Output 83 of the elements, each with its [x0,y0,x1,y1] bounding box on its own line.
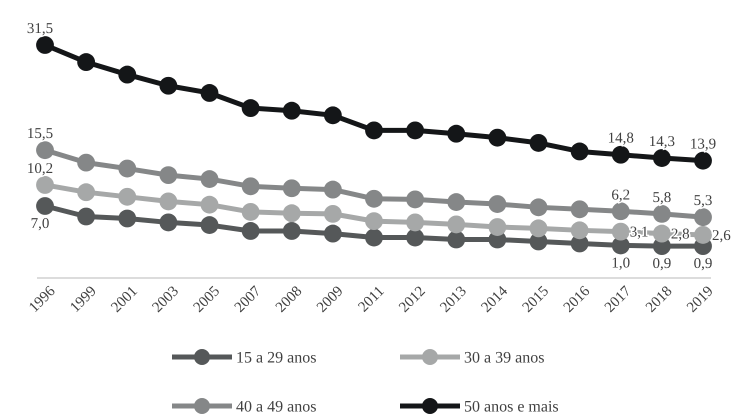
point [282,222,301,240]
data-label: 13,9 [690,136,716,153]
x-tick-label: 2001 [108,283,141,316]
point [570,221,589,240]
point [652,149,671,167]
point [488,218,506,236]
data-label: 15,5 [26,126,54,142]
point [200,170,218,188]
point [570,200,589,218]
point [118,188,136,206]
legend-label: 15 a 29 anos [236,350,316,367]
point [118,210,136,228]
point [200,216,218,234]
point [447,193,466,211]
point [324,204,342,223]
point [652,224,671,243]
data-label: 6,2 [611,187,630,204]
point [159,76,178,95]
point [406,190,424,208]
data-label: 31,5 [26,21,54,37]
point [652,204,671,223]
data-label: 5,8 [652,190,672,206]
data-label: 10,2 [26,160,54,177]
point [694,152,712,170]
point [324,106,342,124]
point [570,142,589,160]
point [200,84,218,102]
point [36,176,54,194]
point [447,215,466,234]
point [159,214,178,232]
point [406,122,424,140]
point [118,66,136,84]
point [530,198,548,216]
point [324,180,342,198]
x-tick-label: 2011 [356,283,388,316]
point [406,214,424,232]
point [530,134,548,152]
point [159,192,178,210]
point [365,228,383,246]
point [242,222,260,240]
point [36,141,54,160]
point [242,99,260,117]
point [447,124,466,143]
legend-label: 50 anos e mais [464,398,559,416]
legend-label: 30 a 39 anos [464,350,544,367]
data-label: 7,0 [30,216,50,232]
data-label: 0,9 [694,256,712,272]
data-label: 2,6 [712,228,732,244]
point [36,197,54,215]
point [365,190,383,208]
point [406,228,424,246]
point [612,146,630,164]
point [242,177,260,196]
point [694,208,712,226]
point [77,154,96,172]
point [77,53,96,71]
point [282,102,301,120]
point [612,202,630,220]
point [488,195,506,213]
data-label: 5,3 [694,193,712,210]
point [200,196,218,214]
point [365,212,383,230]
point [488,128,506,147]
point [530,219,548,238]
point [77,183,96,202]
data-label: 1,0 [611,255,630,272]
point [447,230,466,248]
point [77,208,96,226]
point [242,203,260,221]
data-label: 14,3 [648,134,675,150]
point [282,179,301,198]
data-label: 14,8 [608,130,634,147]
point [365,122,383,140]
point [36,36,54,54]
point [324,224,342,243]
point [282,204,301,222]
point [159,166,178,184]
point [612,222,630,241]
point [118,160,136,178]
x-tick-label: 1999 [67,283,100,316]
data-label: 0,9 [652,256,672,272]
legend-label: 40 a 49 anos [236,398,316,416]
point [694,226,712,244]
